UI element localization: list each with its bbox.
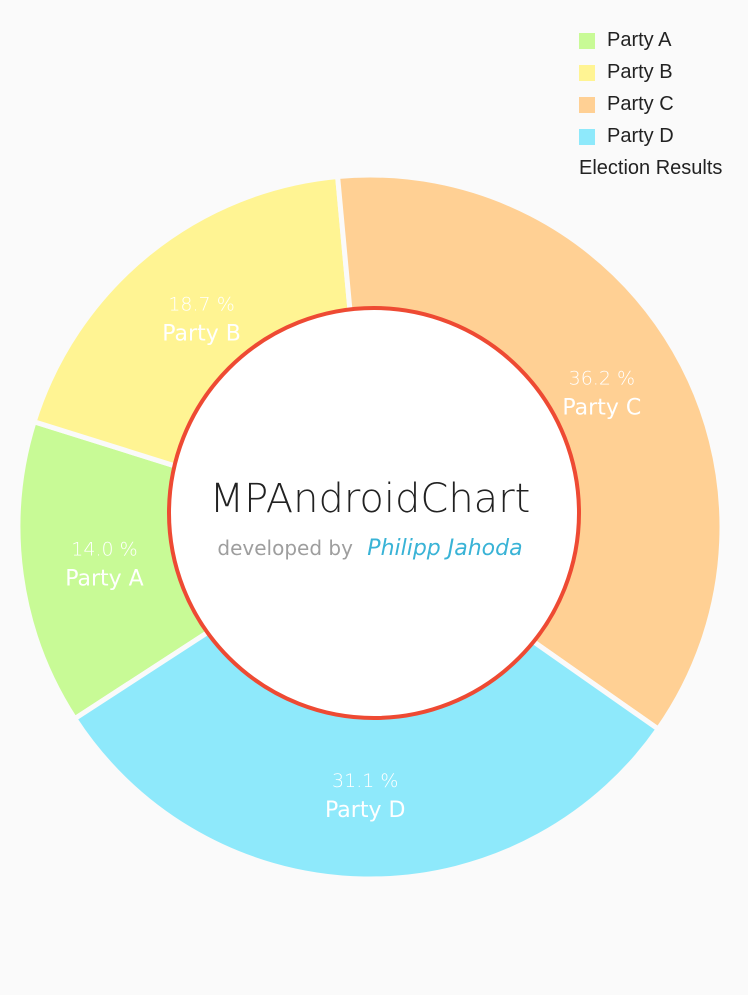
legend-item-party-a[interactable]: Party A — [579, 26, 722, 58]
donut-hole-ring — [167, 306, 581, 720]
slice-label-party-c: Party C — [562, 396, 641, 421]
legend: Party A Party B Party C Party D Election… — [579, 26, 722, 186]
center-subtitle: developed by Philipp Jahoda — [217, 536, 522, 561]
legend-label-party-d: Party D — [607, 125, 674, 147]
slice-label-party-b: Party B — [162, 322, 241, 347]
legend-swatch-party-c — [579, 97, 595, 113]
legend-item-party-d[interactable]: Party D — [579, 122, 722, 154]
legend-label-party-c: Party C — [607, 93, 674, 115]
value-label-party-c: 36.2 % — [569, 368, 635, 390]
legend-swatch-party-b — [579, 65, 595, 81]
center-subtitle-author: Philipp Jahoda — [367, 536, 522, 561]
legend-title: Election Results — [579, 157, 723, 179]
slice-label-party-d: Party D — [325, 798, 405, 823]
labels-layer: 14.0 % Party A 18.7 % Party B 36.2 % Party C 3… — [65, 294, 641, 823]
value-label-party-a: 14.0 % — [71, 538, 137, 560]
center-subtitle-prefix: developed by — [217, 536, 353, 560]
legend-label-party-a: Party A — [607, 29, 672, 51]
center-title: MPAndroidChart — [210, 476, 531, 522]
value-label-party-b: 18.7 % — [168, 294, 234, 316]
legend-swatch-party-a — [579, 33, 595, 49]
legend-item-party-b[interactable]: Party B — [579, 58, 722, 90]
donut-hole — [169, 308, 579, 718]
legend-label-party-b: Party B — [607, 61, 673, 83]
slice-label-party-a: Party A — [65, 566, 144, 591]
legend-swatch-party-d — [579, 129, 595, 145]
value-label-party-d: 31.1 % — [332, 770, 398, 792]
legend-item-party-c[interactable]: Party C — [579, 90, 722, 122]
